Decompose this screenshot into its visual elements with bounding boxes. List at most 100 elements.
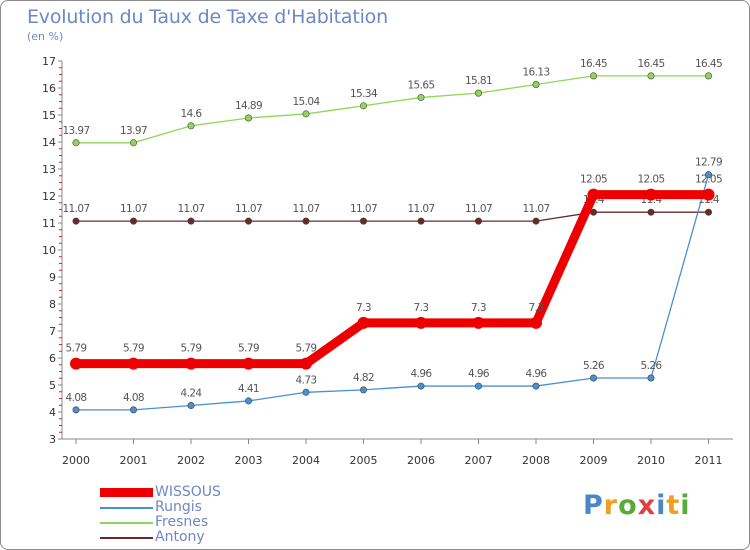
data-label-wissous: 5.79	[296, 343, 317, 355]
y-tick-label: 12	[42, 190, 56, 203]
y-tick-label: 16	[42, 82, 56, 95]
data-label-antony: 11.07	[177, 203, 204, 215]
data-point-fresnes	[245, 114, 253, 122]
data-point-rungis	[532, 382, 540, 390]
legend-item-fresnes: Fresnes	[100, 515, 208, 530]
data-label-wissous: 5.79	[238, 343, 259, 355]
data-label-rungis: 12.79	[695, 157, 722, 169]
data-label-wissous: 7.3	[356, 302, 371, 314]
y-tick-label: 10	[42, 244, 56, 257]
y-tick-label: 8	[49, 298, 56, 311]
y-tick-label: 9	[49, 271, 56, 284]
series-line-antony	[75, 211, 710, 222]
data-label-rungis: 4.96	[411, 368, 433, 380]
logo-letter: i	[656, 490, 667, 521]
data-point-antony	[72, 217, 80, 225]
data-label-rungis: 4.08	[66, 392, 87, 404]
data-point-fresnes	[589, 72, 597, 80]
data-label-rungis: 4.82	[353, 372, 374, 384]
data-label-fresnes: 16.13	[522, 66, 549, 78]
y-tick-label: 17	[42, 55, 56, 68]
y-tick-label: 11	[42, 217, 56, 230]
logo-letter: o	[618, 490, 638, 521]
data-label-rungis: 4.96	[526, 368, 548, 380]
data-label-fresnes: 14.89	[235, 100, 262, 112]
data-label-rungis: 5.26	[583, 360, 605, 372]
legend-item-rungis: Rungis	[100, 500, 202, 515]
data-point-rungis	[589, 374, 597, 382]
legend-item-antony: Antony	[100, 530, 205, 545]
data-label-antony: 11.07	[120, 203, 147, 215]
series-line-fresnes	[75, 75, 710, 144]
data-point-antony	[647, 208, 655, 216]
data-label-antony: 11.07	[522, 203, 549, 215]
data-point-fresnes	[474, 89, 482, 97]
data-point-rungis	[187, 402, 195, 410]
data-point-wissous	[242, 357, 255, 370]
data-label-fresnes: 15.34	[350, 88, 378, 100]
y-tick-label: 3	[49, 433, 56, 446]
proxiti-logo: Proxiti	[583, 490, 691, 521]
legend-swatch-wissous	[100, 488, 153, 497]
data-point-fresnes	[532, 80, 540, 88]
x-tick-label: 2003	[235, 454, 263, 467]
data-point-wissous	[70, 357, 82, 370]
data-label-wissous: 7.3	[471, 302, 486, 314]
data-point-fresnes	[417, 93, 425, 101]
data-point-rungis	[302, 388, 310, 396]
data-point-rungis	[130, 406, 138, 414]
data-point-rungis	[704, 171, 712, 179]
logo-letter: i	[680, 490, 691, 521]
data-label-wissous: 5.79	[123, 343, 144, 355]
data-label-rungis: 5.26	[641, 360, 663, 372]
x-tick-label: 2007	[465, 454, 493, 467]
legend-label-antony: Antony	[155, 529, 205, 545]
legend-swatch-fresnes	[100, 521, 153, 524]
data-label-rungis: 4.41	[238, 383, 259, 395]
data-point-rungis	[417, 382, 425, 390]
data-point-antony	[417, 217, 425, 225]
legend-item-wissous: WISSOUS	[100, 485, 221, 500]
x-tick-label: 2009	[580, 454, 608, 467]
x-tick-label: 2010	[637, 454, 665, 467]
data-label-fresnes: 15.81	[465, 75, 492, 87]
data-label-fresnes: 13.97	[120, 125, 147, 137]
data-point-wissous	[127, 357, 140, 370]
y-tick-label: 6	[49, 352, 56, 365]
data-label-fresnes: 15.04	[292, 96, 320, 108]
data-label-rungis: 4.08	[123, 392, 144, 404]
legend-label-rungis: Rungis	[155, 499, 202, 515]
chart-title: Evolution du Taux de Taxe d'Habitation	[27, 6, 388, 28]
data-label-rungis: 4.73	[296, 374, 317, 386]
x-tick-label: 2000	[62, 454, 90, 467]
data-point-rungis	[245, 397, 253, 405]
data-label-antony: 11.07	[292, 203, 319, 215]
data-point-wissous	[645, 188, 657, 201]
legend-swatch-antony	[100, 536, 153, 539]
data-point-antony	[187, 217, 195, 225]
data-label-wissous: 12.05	[695, 174, 722, 186]
data-label-wissous: 7.3	[529, 302, 544, 314]
data-label-antony: 11.07	[465, 203, 492, 215]
unit-label: (en %)	[27, 30, 64, 43]
data-point-wissous	[472, 316, 485, 329]
legend-label-wissous: WISSOUS	[155, 484, 221, 500]
data-label-fresnes: 16.45	[637, 58, 664, 70]
legend-label-fresnes: Fresnes	[155, 514, 209, 530]
data-point-fresnes	[187, 122, 195, 130]
data-label-antony: 11.07	[407, 203, 434, 215]
data-point-antony	[532, 217, 540, 225]
data-point-rungis	[647, 374, 655, 382]
data-label-fresnes: 15.65	[407, 79, 434, 91]
data-label-fresnes: 13.97	[62, 125, 89, 137]
data-point-fresnes	[647, 72, 655, 80]
data-point-wissous	[530, 316, 542, 329]
y-tick-label: 14	[42, 136, 56, 149]
data-point-rungis	[72, 406, 80, 414]
y-tick-label: 7	[49, 325, 56, 338]
data-point-antony	[245, 217, 253, 225]
x-tick-label: 2006	[407, 454, 435, 467]
data-label-wissous: 12.05	[637, 174, 664, 186]
data-label-wissous: 5.79	[66, 343, 87, 355]
